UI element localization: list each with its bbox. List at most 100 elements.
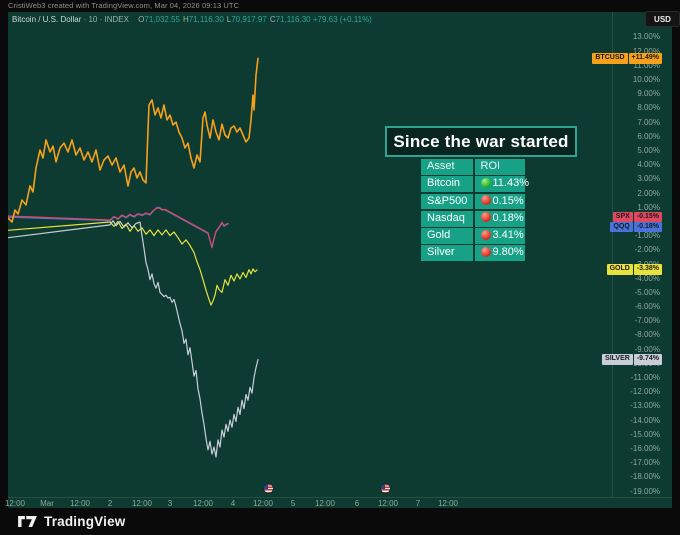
time-tick-label: 12:00 [4,499,26,508]
price-tick-label: -14.00% [630,415,660,425]
price-tick-label: -7.00% [634,316,660,326]
roi-asset-cell: Bitcoin [421,176,473,193]
roi-asset-cell: Gold [421,228,473,244]
currency-usd-button[interactable]: USD [645,11,680,27]
qqq-axis-label: QQQ -0.18% [610,221,662,233]
price-tick-label: 7.00% [637,117,660,127]
time-tick-label: 12:00 [252,499,274,508]
time-tick-label: Mar [40,499,54,508]
btcusd-axis-label: BTCUSD +11.49% [592,53,662,64]
axis-label-segment: SILVER [602,354,633,365]
price-tick-label: -9.00% [634,344,660,354]
time-tick-label: 12:00 [69,499,91,508]
up-dot-icon [480,177,491,188]
roi-value-cell: 11.43% [474,176,529,193]
overlay-title: Since the war started [385,126,577,157]
axis-label-segment: -0.15% [633,211,662,223]
roi-value-cell: 0.18% [474,210,525,227]
chart-canvas: Bitcoin / U.S. Dollar · 10 · INDEX O71,0… [4,12,672,509]
roi-table-header-cell: Asset [421,159,473,175]
price-change: +79.63 (+0.11%) [312,15,372,24]
time-tick-label: 4 [230,499,236,508]
axis-label-segment: GOLD [606,264,633,275]
price-tick-label: -8.00% [634,330,660,340]
axis-label-segment: BTCUSD [592,53,628,64]
symbol-info-bar: Bitcoin / U.S. Dollar · 10 · INDEX O71,0… [12,15,372,24]
time-scale-divider [8,497,672,498]
ohlc-letter: H [183,15,189,24]
price-tick-label: 8.00% [637,103,660,113]
ohlc-value: 71,116.30 [188,15,224,24]
roi-table-header-cell: ROI [474,159,525,175]
price-tick-label: 5.00% [637,145,660,155]
btcusd-line [8,57,259,223]
ohlc-letter: L [226,15,232,24]
price-scale-divider [612,12,613,497]
ohlc-value: 71,032.55 [144,15,180,24]
roi-value-text: 0.18% [492,211,524,224]
time-tick-label: 12:00 [192,499,214,508]
roi-value-text: 0.15% [492,194,524,207]
gold-line [8,220,258,306]
price-tick-label: 11.00% [633,60,660,70]
axis-label-segment: -0.18% [633,221,662,233]
footer-bar: TradingView [0,508,680,535]
us-flag-event-icon [380,484,390,493]
roi-value-cell: 0.15% [474,193,525,210]
price-tick-label: -3.00% [635,260,660,269]
ohlc-letter: O [138,15,145,24]
silver-axis-label: SILVER -9.74% [602,354,662,365]
roi-value-text: 9.80% [492,246,524,259]
down-dot-icon [480,212,491,223]
time-tick-label: 12:00 [377,499,399,508]
time-axis: 12:00 Mar 12:00 2 12:00 3 12:00 4 12:00 5 12:00 6 12… [4,499,672,509]
gold-axis-label: GOLD -3.38% [606,264,662,275]
brand-name: TradingView [44,514,126,529]
axis-label-segment: SPX [612,211,633,223]
price-tick-label: -4.00% [634,273,660,283]
price-tick-label: 12.00% [632,46,660,56]
price-tick-label: -2.00% [634,245,660,255]
tradingview-logo-icon [18,516,37,527]
roi-value-text: 3.41% [492,229,524,242]
us-flag-event-icon [263,484,273,493]
time-tick-label: 3 [167,499,173,508]
price-tick-label: -19.00% [630,486,660,496]
ohlc-values: O71,032.55 H71,116.30 L70,917.97 C71,116.30 [135,15,310,24]
roi-value-cell: 9.80% [474,245,525,262]
attribution-text: CristiWeb3 created with TradingView.com,… [8,1,240,10]
ohlc-value: 71,116.30 [275,15,311,24]
time-tick-label: 5 [290,499,296,508]
price-series-plot [8,57,259,458]
price-tick-label: -1.00% [634,231,660,241]
axis-label-segment: +11.49% [628,53,662,64]
price-tick-label: 1.00% [637,202,660,212]
price-tick-label: -11.00% [630,373,660,382]
price-tick-label: -17.00% [630,458,660,468]
time-tick-label: 2 [107,499,113,508]
price-tick-label: 4.00% [637,160,660,170]
price-tick-label: -5.00% [634,287,660,297]
price-tick-label: -15.00% [630,429,660,439]
roi-value-cell: 3.41% [474,228,525,244]
price-tick-label: 6.00% [637,131,660,141]
price-tick-label: 9.00% [637,89,660,99]
time-tick-label: 7 [415,499,421,508]
spx-line [8,207,229,248]
roi-value-text: 11.43% [492,177,530,190]
down-dot-icon [480,195,491,206]
axis-label-segment: -3.38% [633,264,662,275]
spx-axis-label: SPX -0.15% [612,211,662,223]
axis-label-segment: -9.74% [633,354,662,365]
price-tick-label: -18.00% [630,472,660,482]
price-tick-label: -16.00% [630,443,660,453]
ohlc-letter: C [269,15,276,24]
down-dot-icon [480,229,491,240]
roi-asset-cell: S&P500 [421,193,473,210]
axis-label-segment: QQQ [610,221,633,233]
down-dot-icon [480,246,491,257]
silver-line [8,220,259,458]
symbol-meta: · 10 · INDEX [83,15,129,24]
roi-asset-cell: Nasdaq [421,210,473,227]
roi-asset-cell: Silver [421,245,473,262]
